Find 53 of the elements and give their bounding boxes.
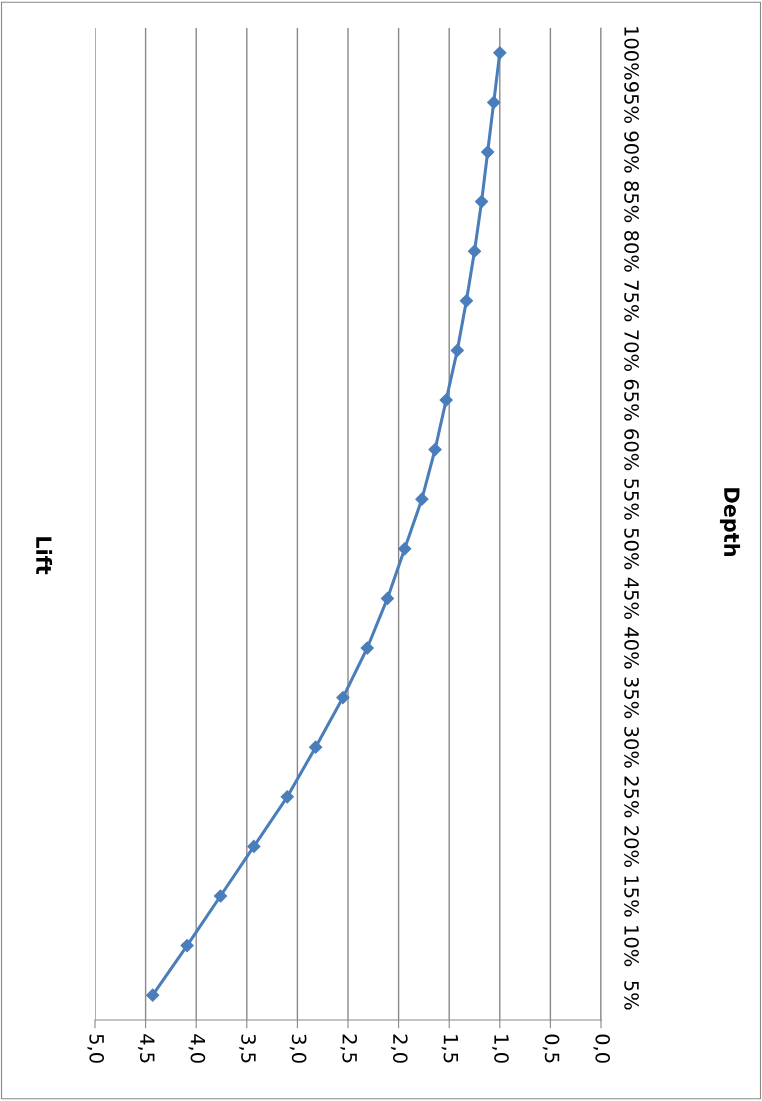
x-tick-label: 4,0	[188, 1034, 206, 1063]
x-tick-label: 2,0	[390, 1034, 408, 1063]
y-tick-label: 10%	[624, 926, 639, 967]
x-tick-label: 0,0	[593, 1034, 611, 1063]
y-tick-label: 45%	[624, 577, 639, 619]
y-tick-label: 90%	[624, 131, 639, 173]
point	[336, 691, 350, 705]
point	[439, 393, 453, 407]
y-tick-label: 30%	[624, 727, 639, 768]
y-tick-label: 50%	[624, 528, 639, 570]
point	[487, 95, 501, 109]
y-tick-label: 65%	[624, 379, 639, 421]
y-tick-label: 20%	[624, 826, 639, 867]
point	[146, 988, 160, 1002]
y-tick-label: 35%	[624, 677, 639, 719]
point	[309, 740, 323, 754]
x-tick-label: 0,5	[542, 1034, 560, 1063]
point	[459, 294, 473, 308]
y-tick-label: 80%	[624, 230, 639, 272]
point	[467, 244, 482, 258]
point	[493, 46, 507, 60]
y-tick-label: 55%	[624, 479, 639, 520]
point	[360, 641, 374, 655]
y-tick-label: 5%	[624, 981, 639, 1010]
x-tick-label: 2,5	[340, 1034, 358, 1063]
y-tick-label: 70%	[624, 330, 639, 371]
point	[380, 591, 395, 605]
point	[428, 443, 442, 457]
y-tick-label: 15%	[624, 876, 639, 917]
point	[481, 145, 495, 159]
point	[213, 889, 228, 903]
x-tick-label: 1,5	[441, 1035, 459, 1063]
x-tick-label: 3,5	[239, 1034, 256, 1063]
y-tick-label: 25%	[624, 776, 639, 818]
point	[415, 492, 429, 506]
y-tick-label: 75%	[624, 280, 639, 322]
point	[450, 343, 464, 357]
point	[180, 939, 194, 953]
x-tick-label: 1,0	[492, 1035, 509, 1063]
y-tick-label: 40%	[624, 627, 639, 669]
y-tick-label: 85%	[624, 181, 639, 223]
x-tick-label: 3,0	[289, 1034, 307, 1063]
point	[474, 195, 489, 209]
y-axis-title: Lift	[36, 537, 53, 575]
y-tick-label: 60%	[624, 429, 639, 471]
y-tick-label: 100%	[624, 27, 639, 80]
point	[280, 790, 294, 804]
text: Depth	[719, 488, 741, 556]
y-tick-label: 95%	[624, 82, 639, 123]
x-tick-label: 4,5	[137, 1034, 155, 1063]
point	[247, 839, 261, 853]
x-tick-label: 5,0	[87, 1034, 105, 1063]
point	[398, 542, 412, 556]
